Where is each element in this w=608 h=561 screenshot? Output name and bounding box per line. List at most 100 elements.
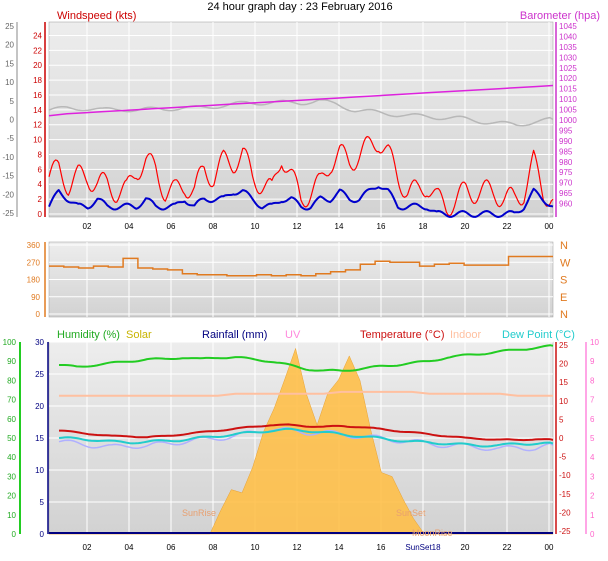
wind-tick-label: 18 [33,76,42,85]
x-tick-label: 04 [125,222,134,231]
temp-tick-label: 10 [559,397,568,406]
wind-direction-line [49,255,553,277]
direction-tick-label: 270 [27,258,41,267]
uv-tick-label: 4 [590,453,595,462]
humidity-tick-label: 60 [7,415,16,424]
solar-label: Solar [126,329,152,341]
baro-tick-label: 1030 [559,53,577,62]
baro-tick-label: 1005 [559,106,577,115]
baro-tick-label: 1040 [559,32,577,41]
sunrise-label: SunRise [182,508,216,518]
baro-tick-label: 1020 [559,74,577,83]
temperature-line [59,423,554,442]
baro-tick-label: 990 [559,137,573,146]
direction-tick-label: 360 [27,241,41,250]
rainfall-label: Rainfall (mm) [202,329,267,341]
wind-average-line [48,186,554,218]
x-tick-label: 00 [545,222,554,231]
x-tick-label: 14 [335,222,344,231]
baro-tick-label: 985 [559,147,573,156]
x-tick-label: 04 [125,543,134,552]
x-tick-label: 02 [83,222,92,231]
x-tick-label: 16 [377,222,386,231]
outer-temp-tick-label: -20 [2,190,14,199]
x-tick-label: 10 [251,222,260,231]
temp-tick-label: -5 [559,453,567,462]
baro-tick-label: 1000 [559,116,577,125]
humidity-tick-label: 40 [7,453,16,462]
rain-tick-label: 10 [35,466,44,475]
chart-title: 24 hour graph day : 23 February 2016 [207,1,392,13]
wind-tick-label: 22 [33,46,42,55]
wind-tick-label: 2 [38,195,43,204]
humidity-tick-label: 100 [3,338,17,347]
rain-tick-label: 0 [40,530,45,539]
outer-temp-tick-label: -15 [2,172,14,181]
rain-tick-label: 25 [35,370,44,379]
humidity-tick-label: 70 [7,396,16,405]
outer-temp-tick-label: 25 [5,22,14,31]
x-tick-label: 08 [209,543,218,552]
dewpoint-label: Dew Point (°C) [502,329,575,341]
x-tick-label: 14 [335,543,344,552]
rain-tick-label: 5 [40,498,45,507]
uv-tick-label: 5 [590,434,595,443]
humidity-tick-label: 50 [7,434,16,443]
baro-tick-label: 980 [559,158,573,167]
uv-tick-label: 10 [590,338,599,347]
outer-temp-tick-label: 10 [5,78,14,87]
baro-tick-label: 970 [559,179,573,188]
outer-temp-tick-label: -5 [7,134,15,143]
baro-tick-label: 975 [559,168,573,177]
compass-label: E [560,292,567,304]
outer-temp-tick-label: 20 [5,41,14,50]
temp-tick-label: -20 [559,508,571,517]
uv-tick-label: 1 [590,511,595,520]
uv-tick-label: 6 [590,415,595,424]
direction-tick-label: 0 [36,310,41,319]
temp-tick-label: 5 [559,415,564,424]
x-tick-label: 22 [503,543,512,552]
wind-tick-label: 14 [33,106,42,115]
wind-gust-line [48,135,554,217]
climate-panel-ticks: 1009080706050403020100302520151050252015… [3,338,600,539]
outside-temp-line [48,99,554,127]
uv-tick-label: 8 [590,376,595,385]
baro-tick-label: 1025 [559,64,577,73]
x-tick-label: 12 [293,543,302,552]
temperature-label: Temperature (°C) [360,329,444,341]
uv-tick-label: 2 [590,492,595,501]
baro-tick-label: 1035 [559,43,577,52]
x-tick-label: 08 [209,222,218,231]
x-tick-label: 12 [293,222,302,231]
baro-tick-label: 1045 [559,22,577,31]
temp-tick-label: -25 [559,527,571,536]
indoor-label: Indoor [450,329,482,341]
uv-tick-label: 0 [590,530,595,539]
temp-tick-label: -10 [559,471,571,480]
moonrise-label: MoonRise [412,528,453,538]
humidity-tick-label: 30 [7,472,16,481]
direction-panel-ticks: 360 N 270 W 180 S 90 E 0 N [27,240,571,321]
x-tick-label: 22 [503,222,512,231]
baro-axis-label: Barometer (hpa) [520,10,600,22]
indoor-line [59,390,553,397]
direction-tick-label: 90 [31,293,40,302]
wind-panel-background [48,21,554,218]
outer-temp-tick-label: -25 [2,209,14,218]
temp-tick-label: 25 [559,341,568,350]
humidity-tick-label: 90 [7,357,16,366]
barometer-line [48,84,554,117]
baro-tick-label: 1015 [559,85,577,94]
x-tick-label: 00 [545,543,554,552]
outer-temp-tick-label: -10 [2,153,14,162]
uv-tick-label: 3 [590,472,595,481]
climate-panel-x-ticks: 02 04 06 08 10 12 14 16 SunSet18 20 22 00 [83,543,554,552]
wind-panel-series [48,84,554,218]
outer-temp-tick-label: 15 [5,59,14,68]
humidity-line [59,344,554,372]
baro-tick-label: 995 [559,126,573,135]
x-tick-label: 18 [419,222,428,231]
wind-tick-label: 12 [33,121,42,130]
wind-panel-x-ticks: 02 04 06 08 10 12 14 16 18 20 22 00 [83,222,554,231]
